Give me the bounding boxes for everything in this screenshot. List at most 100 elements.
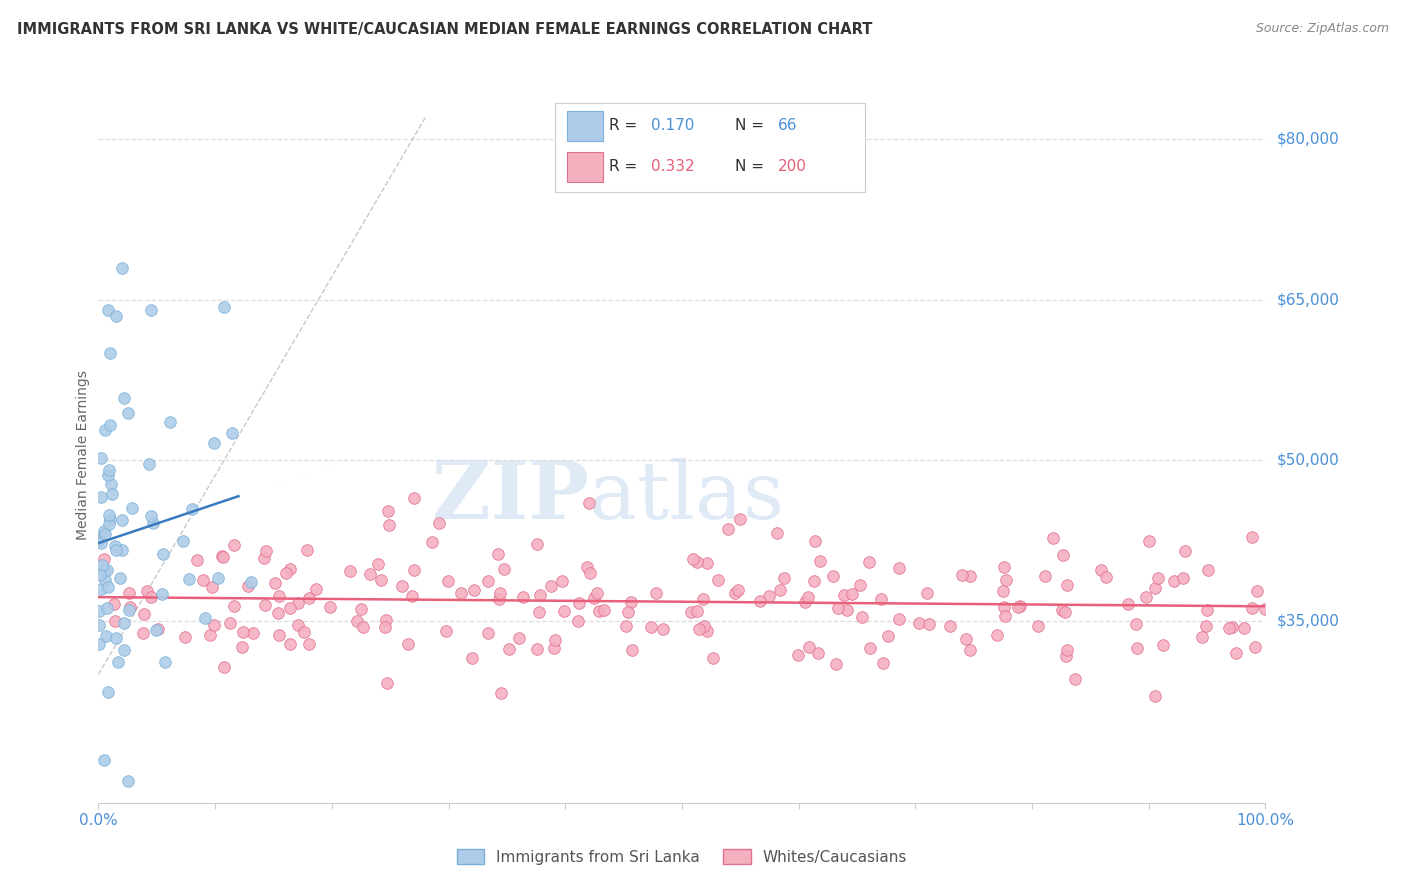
Y-axis label: Median Female Earnings: Median Female Earnings	[76, 370, 90, 540]
Point	[918, 617, 941, 632]
Point	[1146, 571, 1168, 585]
Point	[1056, 577, 1078, 591]
Point	[94, 574, 117, 588]
Point	[396, 637, 419, 651]
Point	[280, 562, 302, 576]
Point	[267, 606, 290, 620]
Point	[1118, 598, 1140, 612]
Text: Source: ZipAtlas.com: Source: ZipAtlas.com	[1256, 22, 1389, 36]
Point	[586, 586, 609, 600]
Point	[97, 517, 120, 532]
Point	[803, 574, 825, 589]
Point	[477, 574, 499, 589]
Point	[211, 549, 233, 563]
Point	[1253, 602, 1275, 616]
Point	[224, 599, 246, 613]
Point	[370, 573, 392, 587]
Point	[264, 576, 287, 591]
Point	[112, 391, 135, 405]
Point	[1144, 581, 1167, 595]
Point	[696, 556, 718, 570]
Point	[97, 468, 120, 483]
Point	[96, 685, 118, 699]
Point	[367, 558, 389, 572]
Point	[993, 560, 1015, 574]
Point	[298, 591, 321, 606]
Point	[138, 458, 160, 472]
Point	[378, 518, 401, 533]
Point	[986, 628, 1008, 642]
Point	[202, 618, 225, 632]
Point	[1028, 618, 1050, 632]
Point	[104, 543, 127, 558]
Point	[96, 563, 118, 577]
Point	[437, 574, 460, 589]
Point	[1042, 531, 1064, 545]
Point	[142, 516, 165, 531]
Legend: Immigrants from Sri Lanka, Whites/Caucasians: Immigrants from Sri Lanka, Whites/Caucas…	[457, 849, 907, 864]
Point	[887, 560, 910, 574]
Point	[375, 614, 398, 628]
Point	[146, 622, 169, 636]
Text: N =: N =	[735, 119, 769, 133]
Point	[295, 543, 318, 558]
Point	[145, 623, 167, 637]
Point	[808, 554, 831, 568]
Point	[194, 611, 217, 625]
Point	[1126, 641, 1149, 656]
Point	[1033, 568, 1056, 582]
Point	[851, 610, 873, 624]
Point	[97, 580, 120, 594]
Point	[450, 585, 472, 599]
Point	[1174, 543, 1197, 558]
Text: ZIP: ZIP	[432, 458, 589, 536]
Point	[544, 633, 567, 648]
Point	[1007, 600, 1029, 615]
Point	[420, 535, 443, 549]
Point	[797, 640, 820, 654]
Point	[593, 603, 616, 617]
Point	[179, 572, 201, 586]
Point	[614, 619, 637, 633]
Point	[682, 551, 704, 566]
Point	[112, 615, 135, 630]
Point	[1050, 603, 1073, 617]
Point	[498, 641, 520, 656]
Text: IMMIGRANTS FROM SRI LANKA VS WHITE/CAUCASIAN MEDIAN FEMALE EARNINGS CORRELATION : IMMIGRANTS FROM SRI LANKA VS WHITE/CAUCA…	[17, 22, 872, 37]
Point	[292, 624, 315, 639]
Point	[578, 566, 600, 580]
Point	[134, 607, 156, 621]
Point	[318, 599, 340, 614]
Point	[211, 550, 233, 565]
Point	[218, 616, 240, 631]
Point	[787, 648, 810, 662]
Point	[93, 527, 115, 541]
Point	[640, 619, 662, 633]
Point	[1095, 570, 1118, 584]
Point	[101, 486, 124, 500]
Point	[823, 569, 845, 583]
Point	[155, 655, 177, 669]
Point	[96, 600, 118, 615]
Point	[773, 572, 796, 586]
Point	[716, 522, 738, 536]
Point	[617, 605, 640, 619]
Point	[202, 436, 225, 450]
Point	[1195, 602, 1218, 616]
Point	[588, 604, 610, 618]
Point	[696, 624, 718, 638]
Point	[692, 592, 714, 607]
Point	[112, 642, 135, 657]
Point	[375, 675, 398, 690]
Point	[686, 604, 709, 618]
Point	[105, 631, 128, 645]
Point	[212, 300, 235, 314]
Point	[492, 562, 515, 576]
Point	[1054, 605, 1077, 619]
Point	[1240, 530, 1263, 544]
Point	[1152, 638, 1174, 652]
Point	[793, 595, 815, 609]
Point	[1246, 584, 1268, 599]
Point	[526, 537, 548, 551]
Point	[87, 604, 110, 618]
